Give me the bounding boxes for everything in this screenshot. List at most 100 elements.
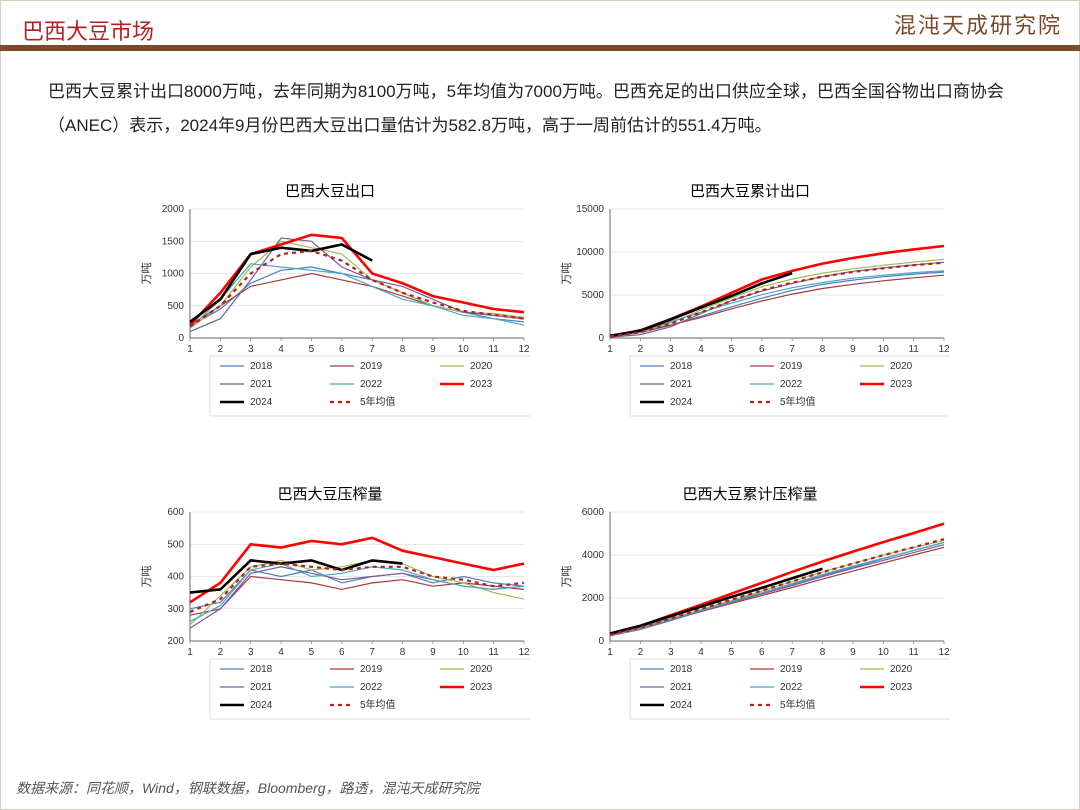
svg-text:10: 10 (878, 647, 890, 658)
svg-text:2023: 2023 (470, 379, 493, 390)
svg-text:万吨: 万吨 (140, 566, 153, 588)
svg-text:2022: 2022 (360, 379, 383, 390)
svg-text:2: 2 (218, 344, 224, 355)
svg-text:2: 2 (218, 647, 224, 658)
brand-logo: 混沌天成研究院 (894, 8, 1062, 40)
svg-text:2021: 2021 (670, 379, 693, 390)
svg-text:11: 11 (908, 647, 919, 658)
svg-text:3: 3 (668, 344, 674, 355)
svg-text:2020: 2020 (470, 361, 493, 372)
svg-text:2024: 2024 (250, 700, 273, 711)
svg-text:4: 4 (698, 344, 704, 355)
svg-text:1500: 1500 (162, 236, 185, 247)
svg-text:12: 12 (938, 647, 950, 658)
svg-text:2023: 2023 (890, 379, 913, 390)
svg-text:2018: 2018 (670, 664, 693, 675)
chart-svg: 200300400500600123456789101112万吨20182019… (130, 506, 530, 776)
svg-text:500: 500 (167, 539, 184, 550)
svg-text:2018: 2018 (670, 361, 693, 372)
svg-text:2019: 2019 (360, 361, 383, 372)
svg-text:7: 7 (789, 647, 795, 658)
svg-text:8: 8 (820, 647, 826, 658)
svg-text:2024: 2024 (670, 700, 693, 711)
svg-text:11: 11 (488, 647, 499, 658)
svg-text:5年均值: 5年均值 (780, 698, 816, 711)
chart-svg: 0500100015002000123456789101112万吨2018201… (130, 203, 530, 473)
svg-text:5: 5 (729, 344, 735, 355)
svg-text:2019: 2019 (780, 664, 803, 675)
svg-text:8: 8 (820, 344, 826, 355)
header-stripe (0, 45, 1080, 51)
svg-text:12: 12 (518, 647, 530, 658)
chart-title: 巴西大豆出口 (130, 180, 530, 201)
svg-text:7: 7 (369, 344, 375, 355)
svg-text:2018: 2018 (250, 664, 273, 675)
svg-text:5: 5 (729, 647, 735, 658)
svg-text:9: 9 (430, 647, 436, 658)
svg-text:7: 7 (789, 344, 795, 355)
svg-text:9: 9 (850, 647, 856, 658)
svg-text:万吨: 万吨 (560, 263, 573, 285)
chart-3: 巴西大豆压榨量200300400500600123456789101112万吨2… (130, 483, 530, 776)
chart-title: 巴西大豆累计出口 (550, 180, 950, 201)
svg-text:8: 8 (400, 647, 406, 658)
series-2024 (610, 273, 792, 336)
svg-text:500: 500 (167, 301, 184, 312)
svg-text:2: 2 (638, 647, 644, 658)
page-title: 巴西大豆市场 (22, 14, 154, 46)
svg-text:15000: 15000 (576, 204, 604, 215)
charts-grid: 巴西大豆出口0500100015002000123456789101112万吨2… (130, 180, 950, 776)
svg-text:2023: 2023 (470, 682, 493, 693)
series-2023 (610, 524, 944, 635)
svg-text:10: 10 (878, 344, 890, 355)
svg-text:5: 5 (309, 344, 315, 355)
svg-text:2020: 2020 (890, 664, 913, 675)
svg-text:12: 12 (518, 344, 530, 355)
svg-text:6: 6 (759, 344, 765, 355)
svg-text:2024: 2024 (250, 397, 273, 408)
svg-text:万吨: 万吨 (560, 566, 573, 588)
svg-text:2: 2 (638, 344, 644, 355)
svg-text:1: 1 (187, 647, 193, 658)
svg-text:9: 9 (850, 344, 856, 355)
svg-text:10: 10 (458, 647, 470, 658)
svg-text:2020: 2020 (470, 664, 493, 675)
svg-text:9: 9 (430, 344, 436, 355)
chart-title: 巴西大豆压榨量 (130, 483, 530, 504)
body-paragraph: 巴西大豆累计出口8000万吨，去年同期为8100万吨，5年均值为7000万吨。巴… (48, 75, 1032, 143)
svg-text:5年均值: 5年均值 (360, 698, 396, 711)
svg-text:3: 3 (248, 647, 254, 658)
chart-4: 巴西大豆累计压榨量0200040006000123456789101112万吨2… (550, 483, 950, 776)
chart-svg: 050001000015000123456789101112万吨20182019… (550, 203, 950, 473)
svg-text:12: 12 (938, 344, 950, 355)
svg-text:2024: 2024 (670, 397, 693, 408)
chart-1: 巴西大豆出口0500100015002000123456789101112万吨2… (130, 180, 530, 473)
svg-text:3: 3 (248, 344, 254, 355)
chart-2: 巴西大豆累计出口050001000015000123456789101112万吨… (550, 180, 950, 473)
svg-text:0: 0 (178, 333, 184, 344)
svg-text:5: 5 (309, 647, 315, 658)
svg-text:5年均值: 5年均值 (360, 395, 396, 408)
chart-title: 巴西大豆累计压榨量 (550, 483, 950, 504)
svg-text:1000: 1000 (162, 269, 185, 280)
series-2018 (190, 570, 524, 609)
svg-text:1: 1 (607, 647, 613, 658)
svg-text:6: 6 (759, 647, 765, 658)
svg-text:万吨: 万吨 (140, 263, 153, 285)
svg-text:5年均值: 5年均值 (780, 395, 816, 408)
svg-text:300: 300 (167, 604, 184, 615)
series-2021 (190, 567, 524, 628)
svg-text:2000: 2000 (582, 593, 605, 604)
footer-source: 数据来源：同花顺，Wind，钢联数据，Bloomberg，路透，混沌天成研究院 (16, 778, 479, 798)
svg-text:10: 10 (458, 344, 470, 355)
svg-text:2022: 2022 (780, 682, 803, 693)
svg-text:11: 11 (488, 344, 499, 355)
svg-text:8: 8 (400, 344, 406, 355)
svg-text:7: 7 (369, 647, 375, 658)
svg-text:2022: 2022 (360, 682, 383, 693)
svg-text:4: 4 (698, 647, 704, 658)
svg-text:5000: 5000 (582, 290, 605, 301)
svg-text:1: 1 (187, 344, 193, 355)
svg-text:2022: 2022 (780, 379, 803, 390)
svg-text:3: 3 (668, 647, 674, 658)
